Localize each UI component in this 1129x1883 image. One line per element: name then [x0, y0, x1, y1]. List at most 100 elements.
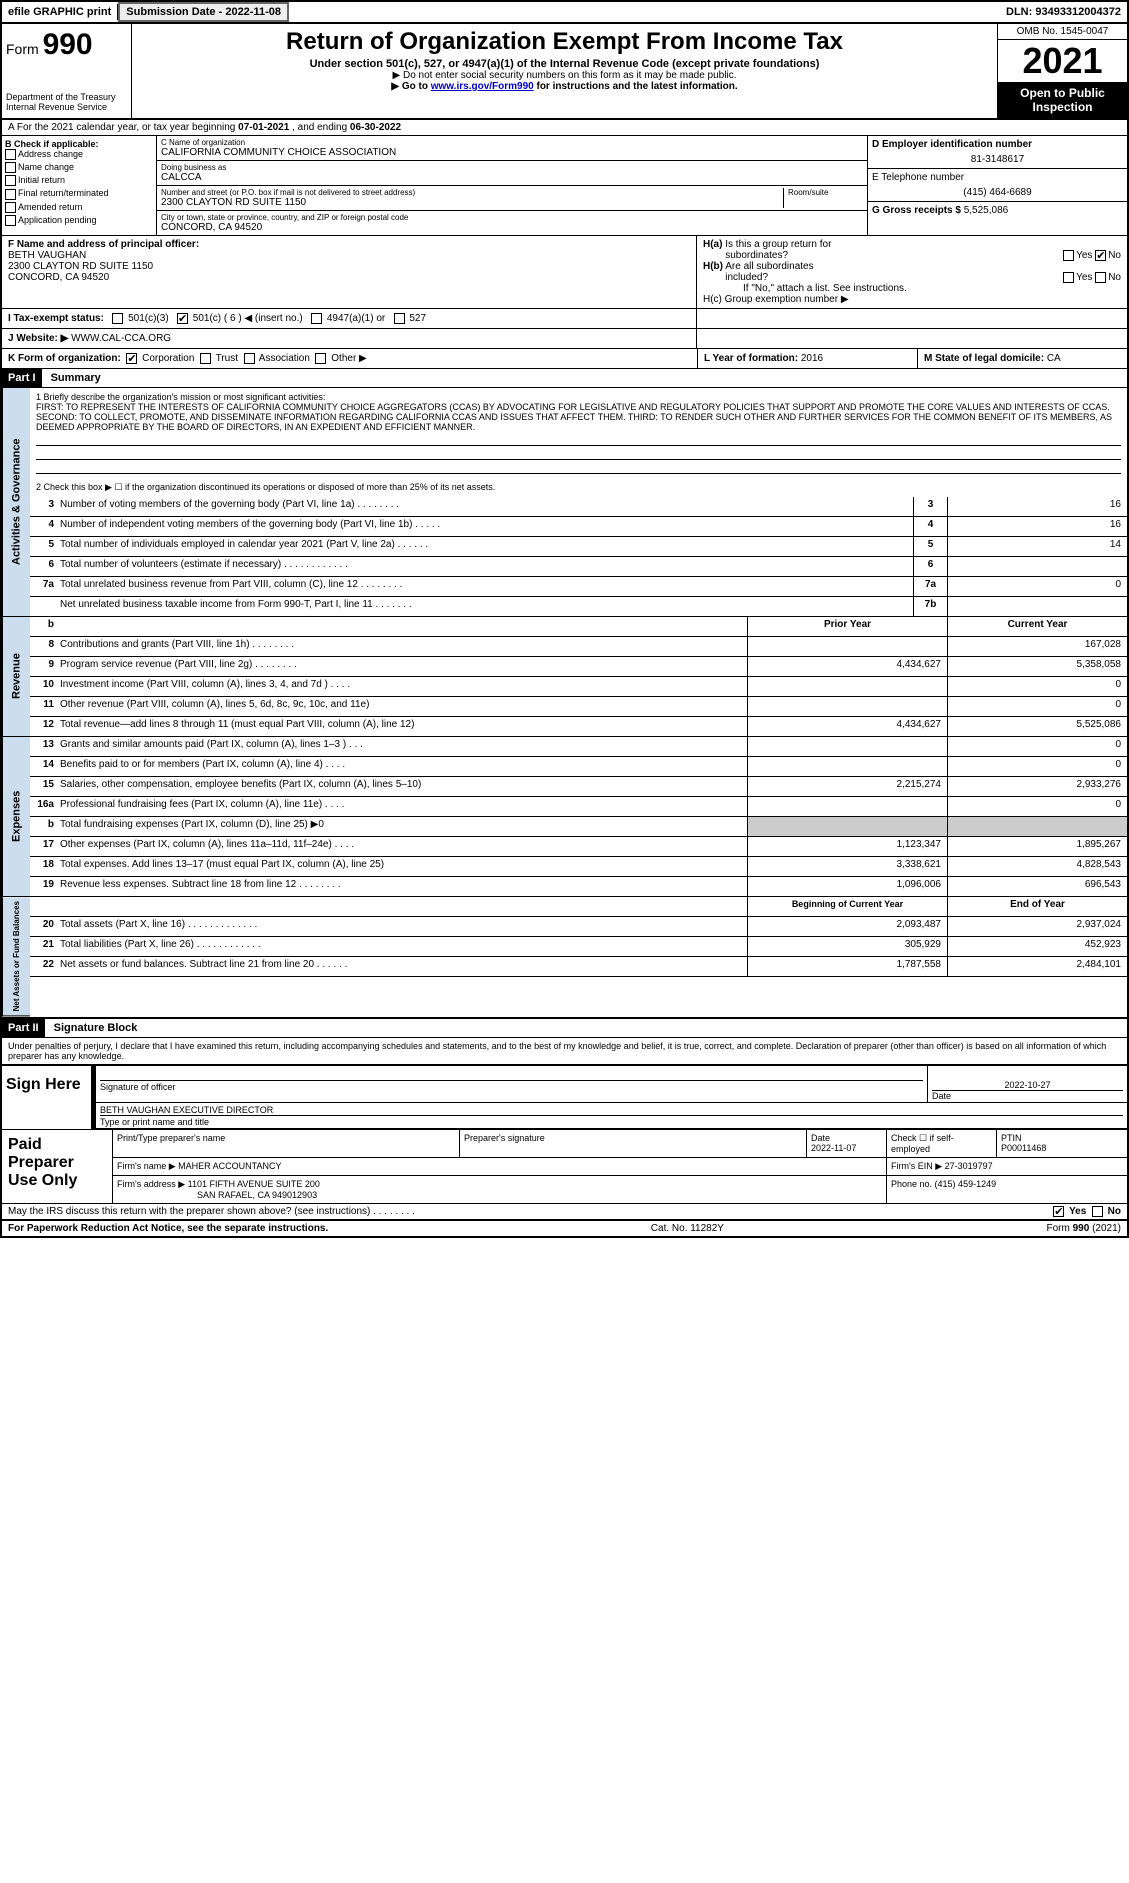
prep-sig-hdr: Preparer's signature [460, 1130, 807, 1157]
c-label: C Name of organization [161, 138, 863, 147]
officer-addr2: CONCORD, CA 94520 [8, 272, 109, 283]
vtab-revenue: Revenue [2, 617, 30, 737]
firm-addr: 1101 FIFTH AVENUE SUITE 200 [188, 1179, 320, 1189]
addr-label: Number and street (or P.O. box if mail i… [161, 188, 783, 197]
table-row: 9Program service revenue (Part VIII, lin… [30, 657, 1127, 677]
chk-initial-return[interactable]: Initial return [5, 175, 153, 186]
vtab-expenses: Expenses [2, 737, 30, 897]
table-row: 5Total number of individuals employed in… [30, 537, 1127, 557]
pra-notice: For Paperwork Reduction Act Notice, see … [8, 1223, 328, 1234]
officer-name: BETH VAUGHAN [8, 250, 86, 261]
table-row: 4Number of independent voting members of… [30, 517, 1127, 537]
firm-addr2: SAN RAFAEL, CA 949012903 [117, 1190, 317, 1200]
table-row: 8Contributions and grants (Part VIII, li… [30, 637, 1127, 657]
section-k: K Form of organization: Corporation Trus… [2, 349, 697, 368]
chk-final-return[interactable]: Final return/terminated [5, 188, 153, 199]
subtitle-2: ▶ Do not enter social security numbers o… [136, 70, 993, 81]
topbar: efile GRAPHIC print Submission Date - 20… [2, 2, 1127, 24]
g-label: G Gross receipts $ [872, 205, 964, 216]
section-h: H(a) Is this a group return for subordin… [697, 236, 1127, 308]
ha-no-check[interactable] [1095, 250, 1106, 261]
dln: DLN: 93493312004372 [1000, 4, 1127, 20]
omb-number: OMB No. 1545-0047 [998, 24, 1127, 40]
vtab-governance: Activities & Governance [2, 388, 30, 617]
line-2: 2 Check this box ▶ ☐ if the organization… [30, 478, 1127, 497]
firm-phone: (415) 459-1249 [935, 1179, 997, 1189]
table-row: 19Revenue less expenses. Subtract line 1… [30, 877, 1127, 897]
part-1-header: Part I Summary [2, 369, 1127, 388]
table-row: 14Benefits paid to or for members (Part … [30, 757, 1127, 777]
mission-text: FIRST: TO REPRESENT THE INTERESTS OF CAL… [36, 402, 1121, 432]
subtitle-3: ▶ Go to www.irs.gov/Form990 for instruct… [136, 81, 993, 92]
table-row: 15Salaries, other compensation, employee… [30, 777, 1127, 797]
table-row: 17Other expenses (Part IX, column (A), l… [30, 837, 1127, 857]
table-row: 13Grants and similar amounts paid (Part … [30, 737, 1127, 757]
city-state-zip: CONCORD, CA 94520 [161, 222, 863, 233]
sig-date: 2022-10-27 [932, 1080, 1123, 1090]
cat-no: Cat. No. 11282Y [651, 1223, 724, 1234]
table-row: 18Total expenses. Add lines 13–17 (must … [30, 857, 1127, 877]
rev-header-row: b Prior Year Current Year [30, 617, 1127, 637]
chk-address-change[interactable]: Address change [5, 149, 153, 160]
ein: 81-3148617 [872, 150, 1123, 165]
room-label: Room/suite [783, 188, 863, 208]
dba-label: Doing business as [161, 163, 863, 172]
chk-amended[interactable]: Amended return [5, 202, 153, 213]
open-inspection: Open to Public Inspection [998, 82, 1127, 118]
submission-date-btn[interactable]: Submission Date - 2022-11-08 [118, 2, 289, 22]
section-c: C Name of organization CALIFORNIA COMMUN… [157, 136, 867, 235]
subtitle-1: Under section 501(c), 527, or 4947(a)(1)… [136, 58, 993, 70]
corp-check[interactable] [126, 353, 137, 364]
section-i: I Tax-exempt status: 501(c)(3) 501(c) ( … [2, 309, 697, 328]
table-row: 21Total liabilities (Part X, line 26) . … [30, 937, 1127, 957]
firm-ein: 27-3019797 [945, 1161, 993, 1171]
table-row: 16aProfessional fundraising fees (Part I… [30, 797, 1127, 817]
section-f: F Name and address of principal officer:… [2, 236, 697, 308]
efile-label: efile GRAPHIC print [2, 4, 118, 20]
hc-label: H(c) Group exemption number ▶ [703, 294, 1121, 305]
discuss-yes[interactable] [1053, 1206, 1064, 1217]
table-row: 20Total assets (Part X, line 16) . . . .… [30, 917, 1127, 937]
phone: (415) 464-6689 [872, 183, 1123, 198]
self-employed: Check ☐ if self-employed [887, 1130, 997, 1157]
sig-officer-label: Signature of officer [100, 1080, 923, 1092]
ptin: P00011468 [1001, 1143, 1046, 1153]
section-deg: D Employer identification number 81-3148… [867, 136, 1127, 235]
sig-date-label: Date [932, 1090, 1123, 1101]
form-footer: Form 990 (2021) [1047, 1223, 1121, 1234]
city-label: City or town, state or province, country… [161, 213, 863, 222]
section-a: A For the 2021 calendar year, or tax yea… [2, 120, 1127, 136]
hb-note: If "No," attach a list. See instructions… [703, 283, 1121, 294]
name-title-label: Type or print name and title [100, 1115, 1123, 1127]
section-j: J Website: ▶ WWW.CAL-CCA.ORG [2, 329, 697, 348]
website-url: WWW.CAL-CCA.ORG [71, 333, 171, 344]
form-header: Form 990 Department of the Treasury Inte… [2, 24, 1127, 120]
prep-name-hdr: Print/Type preparer's name [113, 1130, 460, 1157]
table-row: Net unrelated business taxable income fr… [30, 597, 1127, 617]
vtab-netassets: Net Assets or Fund Balances [2, 897, 30, 1016]
table-row: 6Total number of volunteers (estimate if… [30, 557, 1127, 577]
table-row: 3Number of voting members of the governi… [30, 497, 1127, 517]
table-row: 11Other revenue (Part VIII, column (A), … [30, 697, 1127, 717]
section-l: L Year of formation: 2016 [697, 349, 917, 368]
d-label: D Employer identification number [872, 139, 1032, 150]
discuss-row: May the IRS discuss this return with the… [2, 1203, 1127, 1219]
officer-printed-name: BETH VAUGHAN EXECUTIVE DIRECTOR [100, 1105, 1123, 1115]
dba-value: CALCCA [161, 172, 863, 183]
form-number: Form 990 [6, 28, 127, 62]
part-2-header: Part II Signature Block [2, 1017, 1127, 1038]
prep-date: 2022-11-07 [811, 1143, 856, 1153]
officer-addr1: 2300 CLAYTON RD SUITE 1150 [8, 261, 153, 272]
form-title: Return of Organization Exempt From Incom… [136, 28, 993, 56]
chk-app-pending[interactable]: Application pending [5, 215, 153, 226]
table-row: 12Total revenue—add lines 8 through 11 (… [30, 717, 1127, 737]
table-row: 22Net assets or fund balances. Subtract … [30, 957, 1127, 977]
f-label: F Name and address of principal officer: [8, 239, 199, 250]
irs-link[interactable]: www.irs.gov/Form990 [431, 81, 534, 92]
chk-name-change[interactable]: Name change [5, 162, 153, 173]
table-row: 10Investment income (Part VIII, column (… [30, 677, 1127, 697]
gross-receipts: 5,525,086 [964, 205, 1009, 216]
501c-check[interactable] [177, 313, 188, 324]
table-row: bTotal fundraising expenses (Part IX, co… [30, 817, 1127, 837]
b-label: B Check if applicable: [5, 139, 99, 149]
